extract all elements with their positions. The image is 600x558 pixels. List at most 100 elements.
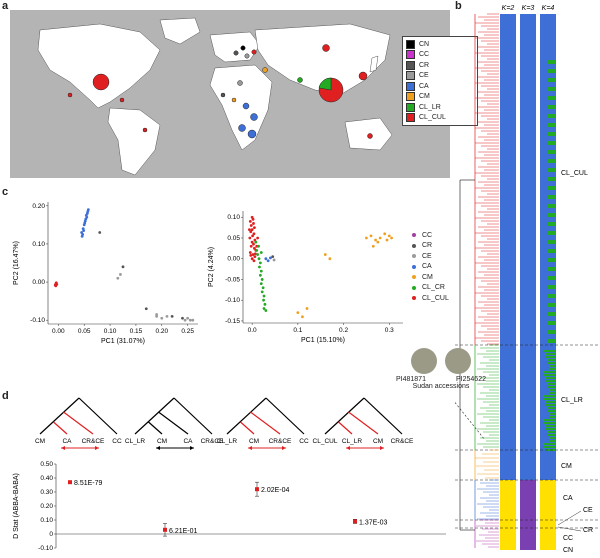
legend-entry: CR: [412, 241, 449, 252]
label-connector: [557, 526, 582, 532]
admixture-fleck: [543, 395, 556, 397]
panel-letter-c: c: [2, 186, 9, 198]
admixture-fleck: [548, 177, 556, 181]
europe-shape: [209, 31, 261, 63]
admixture-fleck: [548, 96, 556, 100]
x-axis-label: PC1 (15.10%): [301, 337, 345, 344]
map-dot-mexico: [67, 92, 73, 98]
y-tick-label: 0.10: [32, 241, 45, 248]
tree-branch: [265, 397, 305, 435]
map-dot-europe4: [251, 49, 257, 55]
legend-label: CM: [422, 273, 433, 281]
data-point: [258, 261, 262, 265]
admixture-fleck: [548, 159, 556, 163]
data-point: [249, 253, 253, 257]
tree-branch: [324, 397, 365, 435]
p-value-label: 8.51E-79: [74, 480, 103, 487]
p-value-label: 2.02E-04: [261, 487, 290, 494]
greenland-shape: [159, 17, 201, 45]
tree-branch: [226, 397, 267, 435]
legend-entry: CL_CR: [412, 283, 449, 294]
data-point: [257, 257, 261, 261]
y-tick-label: 0.30: [40, 489, 53, 496]
data-point: [250, 240, 254, 244]
legend-dot: [412, 285, 416, 290]
data-point: [181, 316, 184, 320]
tree-leaf-label: CL_LR: [125, 438, 146, 445]
map-dot-europe2: [244, 53, 250, 59]
seed-image: [444, 348, 471, 374]
data-point: [266, 259, 270, 263]
tree-leaf-label: CR&CE: [201, 438, 224, 445]
map-pie-china-green: [318, 77, 332, 91]
y-tick-label: 0.10: [227, 214, 240, 221]
x-tick-label: 0.0: [248, 327, 257, 334]
admixture-fleck: [548, 123, 556, 127]
data-point: [305, 307, 309, 310]
legend-label: CA: [419, 82, 429, 90]
label-connector: [557, 510, 582, 526]
data-point: [301, 315, 304, 319]
arrow-head: [190, 446, 194, 450]
arrow-head: [95, 446, 99, 450]
admixture-fleck: [547, 383, 556, 385]
admixture-fleck: [548, 195, 556, 199]
admixture-fleck: [548, 339, 556, 343]
data-point: [165, 314, 169, 318]
data-point: [369, 234, 373, 238]
africa-shape: [209, 64, 273, 151]
map-dot-australia: [367, 133, 373, 139]
admixture-fleck: [546, 356, 556, 358]
data-point: [249, 230, 253, 234]
y-tick-label: -0.05: [225, 276, 240, 283]
admixture-fleck: [548, 105, 556, 109]
admixture-bar: [500, 480, 516, 520]
map-pie-usa: [92, 73, 110, 91]
admixture-bar: [540, 520, 556, 550]
legend-swatch: [406, 113, 415, 123]
x-tick-label: 0.1: [293, 327, 302, 334]
legend-entry: CE: [412, 251, 449, 262]
admixture-bar: [500, 14, 516, 345]
data-point: [256, 236, 260, 240]
admixture-fleck: [548, 276, 556, 280]
admixture-fleck: [544, 398, 556, 400]
tree-leaf-label: CC: [112, 438, 122, 445]
admixture-bar: [500, 520, 516, 550]
legend-entry: CA: [406, 81, 474, 92]
data-point: [68, 480, 72, 485]
group-label: CN: [563, 547, 573, 554]
legend-label: CL_CUL: [419, 114, 446, 122]
p-value-label: 6.21E-01: [169, 528, 198, 535]
data-point: [271, 255, 275, 259]
admixture-bar: [540, 480, 556, 520]
panel-letter-a: a: [2, 0, 9, 12]
legend-label: CR: [419, 61, 430, 69]
legend-swatch: [406, 71, 415, 81]
legend-entry: CM: [412, 272, 449, 283]
admixture-fleck: [543, 371, 556, 373]
data-point: [170, 314, 174, 318]
x-axis-label: PC1 (31.07%): [101, 338, 145, 345]
data-point: [144, 307, 148, 311]
tree-leaf-label: CL_LR: [217, 438, 238, 445]
data-point: [259, 282, 263, 285]
admixture-bar: [520, 480, 536, 520]
data-point: [252, 222, 255, 225]
y-tick-label: 0: [49, 531, 53, 538]
admixture-fleck: [549, 437, 556, 439]
y-tick-label: -0.10: [30, 317, 45, 324]
data-point: [272, 258, 276, 262]
data-point: [116, 276, 120, 280]
admixture-fleck: [547, 431, 556, 433]
data-point: [248, 236, 252, 240]
y-tick-label: -0.10: [38, 545, 53, 552]
x-tick-label: 0.2: [339, 327, 348, 334]
data-point: [82, 229, 86, 232]
arrow-head: [346, 446, 350, 450]
legend-label: CA: [422, 263, 432, 271]
legend-entry: CA: [412, 262, 449, 273]
legend-entry: CL_CUL: [412, 293, 449, 304]
y-tick-label: 0.20: [32, 203, 45, 210]
